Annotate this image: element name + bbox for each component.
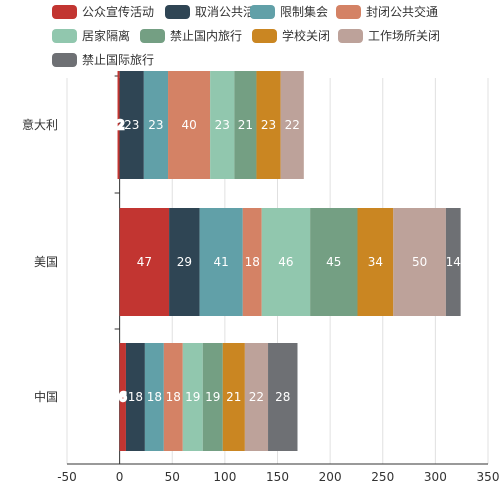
bar-value-label: 21 <box>238 118 253 132</box>
bar-value-label: 29 <box>177 255 192 269</box>
bar-value-label: 22 <box>285 118 300 132</box>
legend-label[interactable]: 公众宣传活动 <box>82 4 154 19</box>
bar-value-label: 22 <box>249 390 264 404</box>
bar-segment[interactable] <box>168 71 211 179</box>
bar-segment[interactable] <box>310 208 358 316</box>
bar-segment[interactable] <box>143 71 169 179</box>
bar-segment[interactable] <box>234 71 257 179</box>
legend-label[interactable]: 限制集会 <box>280 4 328 19</box>
bar-value-label: 23 <box>148 118 163 132</box>
bar-value-label: 14 <box>446 255 461 269</box>
x-tick-label: 100 <box>213 470 236 484</box>
legend-label[interactable]: 禁止国际旅行 <box>82 53 154 67</box>
bar-segment[interactable] <box>182 343 203 451</box>
bar-segment[interactable] <box>244 343 269 451</box>
x-tick-label: 350 <box>477 470 500 484</box>
category-label: 美国 <box>34 255 58 269</box>
legend-swatch[interactable] <box>250 5 275 19</box>
x-tick-label: 0 <box>116 470 124 484</box>
bar-segment[interactable] <box>202 343 223 451</box>
bar-value-label: 19 <box>205 390 220 404</box>
x-tick-label: 200 <box>319 470 342 484</box>
legend-label[interactable]: 工作场所关闭 <box>368 29 440 43</box>
legend-swatch[interactable] <box>52 53 77 67</box>
bar-value-label: 23 <box>124 118 139 132</box>
bar-value-label: 40 <box>181 118 196 132</box>
bar-value-label: 47 <box>137 255 152 269</box>
bar-segment[interactable] <box>169 208 200 316</box>
bar-value-label: 28 <box>275 390 290 404</box>
bar-segment[interactable] <box>357 208 394 316</box>
legend-label[interactable]: 学校关闭 <box>282 28 330 43</box>
bar-segment[interactable] <box>256 71 281 179</box>
legend-swatch[interactable] <box>52 29 77 43</box>
x-tick-label: 250 <box>371 470 394 484</box>
bar-value-label: 18 <box>128 390 143 404</box>
legend-label[interactable]: 取消公共活动 <box>195 5 267 19</box>
bar-value-label: 34 <box>368 255 383 269</box>
bar-segment[interactable] <box>199 208 243 316</box>
bar-value-label: 46 <box>278 255 293 269</box>
legend-swatch[interactable] <box>336 5 361 19</box>
x-tick-label: 300 <box>424 470 447 484</box>
legend-swatch[interactable] <box>140 29 165 43</box>
legend-swatch[interactable] <box>52 5 77 19</box>
bar-segment[interactable] <box>125 343 145 451</box>
bar-value-label: 19 <box>185 390 200 404</box>
bar-segment[interactable] <box>222 343 245 451</box>
bar-value-label: 21 <box>226 390 241 404</box>
bar-value-label: 23 <box>215 118 230 132</box>
x-tick-label: 150 <box>266 470 289 484</box>
bar-segment[interactable] <box>261 208 311 316</box>
bar-value-label: -2 <box>113 118 125 132</box>
category-label: 中国 <box>34 389 58 404</box>
bar-segment[interactable] <box>144 343 164 451</box>
bar-segment[interactable] <box>119 208 170 316</box>
x-tick-label: 50 <box>165 470 180 484</box>
bar-value-label: 45 <box>326 255 341 269</box>
legend-swatch[interactable] <box>165 5 190 19</box>
legend-label[interactable]: 封闭公共交通 <box>366 4 438 19</box>
bar-segment[interactable] <box>163 343 183 451</box>
bar-value-label: 18 <box>166 390 181 404</box>
bar-segment[interactable] <box>242 208 262 316</box>
legend-swatch[interactable] <box>338 29 363 43</box>
bar-segment[interactable] <box>117 71 120 179</box>
bar-segment[interactable] <box>280 71 304 179</box>
bar-segment[interactable] <box>210 71 235 179</box>
legend-swatch[interactable] <box>252 29 277 43</box>
bar-segment[interactable] <box>445 208 461 316</box>
bar-value-label: 18 <box>245 255 260 269</box>
legend-label[interactable]: 居家隔离 <box>82 28 130 43</box>
legend-label[interactable]: 禁止国内旅行 <box>170 29 242 43</box>
bars <box>117 71 461 451</box>
bar-value-label: 23 <box>261 118 276 132</box>
bar-value-label: 41 <box>214 255 229 269</box>
bar-segment[interactable] <box>268 343 298 451</box>
bar-value-label: 6 <box>119 390 127 404</box>
x-tick-label: -50 <box>57 470 77 484</box>
bar-value-label: 50 <box>412 255 427 269</box>
category-label: 意大利 <box>22 117 58 132</box>
bar-segment[interactable] <box>119 71 144 179</box>
bar-segment[interactable] <box>119 343 126 451</box>
bar-value-label: 18 <box>147 390 162 404</box>
bar-segment[interactable] <box>393 208 446 316</box>
